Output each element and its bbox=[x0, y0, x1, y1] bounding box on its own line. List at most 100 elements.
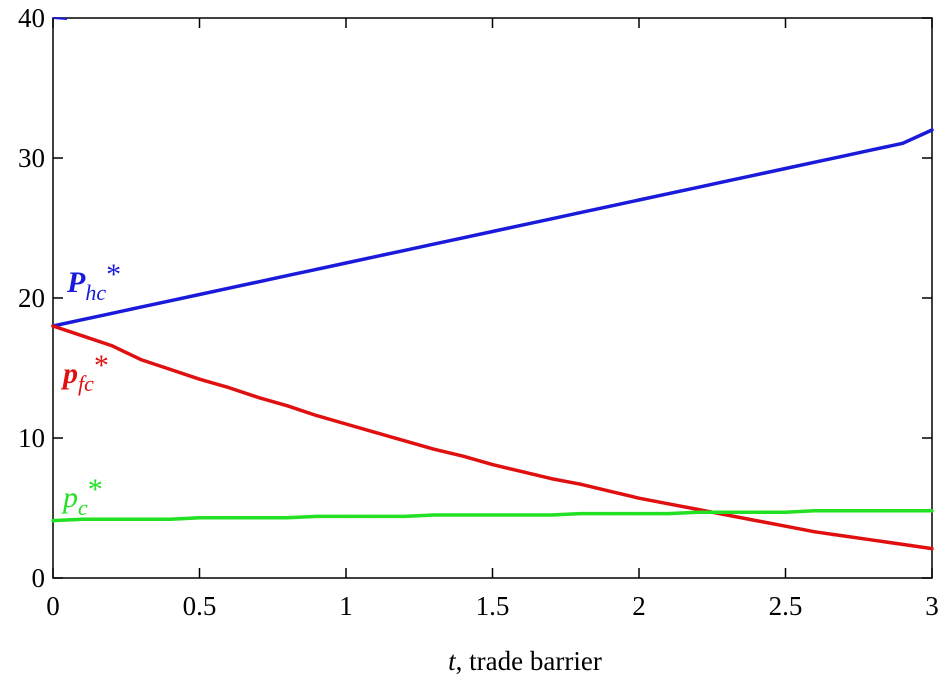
series-point-pc bbox=[901, 509, 905, 513]
series-point-Phc bbox=[842, 154, 846, 158]
series-point-Phc bbox=[373, 255, 377, 259]
x-axis-ticks: 0 0.5 1 1.5 2 2.5 3 bbox=[46, 18, 939, 621]
y-tick-label: 30 bbox=[18, 143, 45, 173]
series-point-pfc bbox=[344, 422, 348, 426]
series-point-pc bbox=[110, 517, 114, 521]
x-tick-label: 1 bbox=[339, 591, 353, 621]
series-point-pfc bbox=[198, 377, 201, 381]
series-point-Phc bbox=[725, 179, 729, 183]
series-point-pc bbox=[784, 510, 787, 514]
series-point-Phc bbox=[491, 230, 494, 233]
series-point-pc bbox=[315, 514, 319, 518]
series-point-pfc bbox=[373, 430, 377, 434]
series-point-Phc bbox=[461, 236, 465, 240]
series-point-pc bbox=[754, 510, 758, 514]
series-point-pfc bbox=[110, 344, 114, 348]
series-point-pfc bbox=[842, 534, 846, 538]
y-tick-label: 0 bbox=[32, 563, 46, 593]
series-point-pc bbox=[666, 512, 670, 516]
series-point-pc bbox=[725, 510, 729, 514]
series-point-pc bbox=[842, 509, 846, 513]
series-point-Phc bbox=[139, 305, 143, 309]
series-point-Phc bbox=[110, 311, 114, 315]
y-tick-label: 40 bbox=[18, 3, 45, 33]
series-label-Phc: Phc* bbox=[66, 258, 121, 305]
series-label-main: p bbox=[61, 481, 78, 514]
series-point-pfc bbox=[520, 470, 524, 474]
series-point-pfc bbox=[901, 542, 905, 546]
series-point-pfc bbox=[168, 367, 172, 371]
series-point-pfc bbox=[754, 519, 758, 523]
series-point-Phc bbox=[871, 148, 875, 152]
series-point-pc bbox=[637, 512, 641, 516]
series-point-Phc bbox=[666, 192, 670, 196]
series-point-pfc bbox=[813, 530, 817, 534]
series-point-pc bbox=[461, 513, 465, 517]
series-point-pfc bbox=[871, 538, 875, 542]
x-tick-label: 2 bbox=[632, 591, 646, 621]
series-label-sub: hc bbox=[85, 280, 106, 305]
series-point-pc bbox=[80, 517, 84, 521]
series-point-Phc bbox=[285, 274, 289, 278]
series-point-pfc bbox=[608, 489, 612, 493]
series-point-pfc bbox=[491, 463, 494, 467]
series-point-pc bbox=[520, 513, 524, 517]
series-point-pfc bbox=[784, 524, 787, 528]
series-point-pfc bbox=[461, 454, 465, 458]
series-label-sup: * bbox=[106, 258, 121, 291]
x-tick-label: 2.5 bbox=[769, 591, 803, 621]
series-point-pc bbox=[227, 516, 231, 520]
series-point-Phc bbox=[578, 211, 582, 215]
series-point-Phc bbox=[80, 318, 84, 322]
series-point-pc bbox=[198, 516, 201, 520]
series-point-pc bbox=[549, 513, 553, 517]
series-point-Phc bbox=[930, 128, 934, 132]
series-point-pc bbox=[432, 513, 436, 517]
series-point-pfc bbox=[696, 507, 700, 511]
series-point-pc bbox=[51, 519, 55, 523]
series-point-pfc bbox=[256, 395, 260, 399]
series-point-pc bbox=[608, 512, 612, 516]
series-point-Phc bbox=[315, 267, 319, 271]
series-point-Phc bbox=[256, 280, 260, 284]
series-label-sub: c bbox=[78, 495, 88, 520]
x-tick-label: 1.5 bbox=[476, 591, 510, 621]
series-point-pfc bbox=[315, 414, 319, 418]
series-lines bbox=[51, 17, 934, 551]
series-point-pc bbox=[930, 509, 934, 513]
series-point-pc bbox=[578, 512, 582, 516]
x-axis-title: t, trade barrier bbox=[448, 646, 602, 676]
series-point-pfc bbox=[51, 324, 55, 328]
series-point-Phc bbox=[901, 141, 905, 145]
x-axis-title-rest: , trade barrier bbox=[456, 646, 602, 676]
y-axis-ticks: 0 10 20 30 40 bbox=[18, 3, 932, 593]
series-point-pc bbox=[813, 509, 817, 513]
series-point-Phc bbox=[432, 242, 436, 246]
series-point-pc bbox=[696, 510, 700, 514]
series-point-pfc bbox=[930, 547, 934, 551]
series-point-Phc bbox=[549, 217, 553, 221]
x-tick-label: 0.5 bbox=[183, 591, 217, 621]
series-point-pfc bbox=[578, 482, 582, 486]
series-point-pfc bbox=[725, 513, 729, 517]
series-point-Phc bbox=[344, 261, 348, 265]
series-point-pfc bbox=[80, 334, 84, 338]
series-point-pfc bbox=[285, 404, 289, 408]
series-point-Phc bbox=[520, 223, 524, 227]
series-point-pfc bbox=[227, 386, 231, 390]
series-point-pfc bbox=[637, 496, 641, 500]
series-point-pfc bbox=[666, 502, 670, 506]
x-axis-title-var: t bbox=[448, 646, 457, 676]
series-label-pfc: pfc* bbox=[60, 349, 109, 396]
series-point-pfc bbox=[139, 358, 143, 362]
series-point-Phc bbox=[784, 167, 787, 170]
series-labels: Phc*pfc*pc* bbox=[60, 258, 121, 520]
series-label-sup: * bbox=[88, 473, 103, 506]
x-tick-label: 3 bbox=[925, 591, 939, 621]
series-label-sup: * bbox=[94, 349, 109, 382]
series-point-Phc bbox=[754, 173, 758, 177]
series-point-pc bbox=[139, 517, 143, 521]
y-tick-label: 20 bbox=[18, 283, 45, 313]
series-point-pfc bbox=[403, 439, 407, 443]
